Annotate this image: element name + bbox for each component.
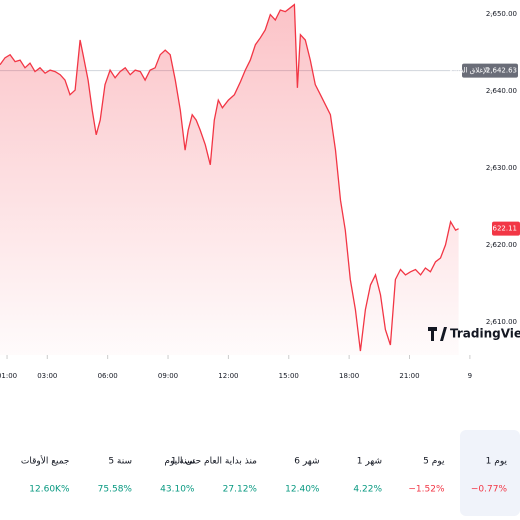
- previous-close-box: [462, 63, 518, 78]
- y-tick-label: 2,620.00: [486, 241, 517, 249]
- logo-mark: [428, 327, 447, 341]
- period-label: منذ بداية العام حتى اليوم: [164, 457, 257, 467]
- current-price-box: [492, 221, 520, 236]
- period-change: 27.12%: [223, 485, 258, 495]
- current-price-label: 2,622.11: [486, 225, 517, 233]
- period-change: −0.77%: [471, 485, 508, 495]
- period-button[interactable]: [84, 432, 144, 514]
- x-tick-label: 18:00: [339, 372, 359, 380]
- previous-close-value: 2,642.63: [486, 67, 517, 75]
- period-button[interactable]: [459, 432, 519, 514]
- period-label: 1 شهر: [357, 457, 382, 467]
- period-change: 4.22%: [353, 485, 382, 495]
- period-change: 43.10%: [160, 485, 195, 495]
- x-tick-label: 01:00: [0, 372, 17, 380]
- price-line: [0, 3, 459, 352]
- period-button[interactable]: [209, 432, 269, 514]
- previous-close-label: الإغلاق السابق: [447, 67, 489, 75]
- period-change: 12.40%: [285, 485, 320, 495]
- period-selected: [460, 430, 520, 516]
- x-tick-label: 03:00: [37, 372, 57, 380]
- period-change: −1.52%: [408, 485, 445, 495]
- y-tick-label: 2,610.00: [486, 318, 517, 326]
- y-tick-label: 2,640.00: [486, 87, 517, 95]
- area: [0, 4, 459, 355]
- x-tick-label: 09:00: [158, 372, 178, 380]
- period-button[interactable]: [334, 432, 394, 514]
- period-button[interactable]: [22, 432, 82, 514]
- period-label: جميع الأوقات: [21, 455, 70, 467]
- x-tick-label: 9: [468, 372, 472, 380]
- period-label: 5 سنة: [108, 457, 132, 467]
- x-tick-label: 15:00: [279, 372, 299, 380]
- period-label: 1 سنة: [171, 457, 195, 467]
- x-tick-label: 06:00: [98, 372, 118, 380]
- x-tick-label: 12:00: [218, 372, 238, 380]
- logo: TradingView: [428, 327, 520, 341]
- period-label: 5 يوم: [423, 457, 445, 467]
- y-tick-label: 2,630.00: [486, 164, 517, 172]
- y-tick-label: 2,650.00: [486, 10, 517, 18]
- period-label: 6 شهر: [294, 457, 319, 467]
- period-button[interactable]: [272, 432, 332, 514]
- period-change: 75.58%: [98, 485, 133, 495]
- period-button[interactable]: [397, 432, 457, 514]
- period-button[interactable]: [147, 432, 207, 514]
- x-tick-label: 21:00: [399, 372, 419, 380]
- period-label: 1 يوم: [486, 457, 508, 467]
- logo-text: TradingView: [450, 327, 520, 341]
- period-change: 12.60K%: [29, 485, 70, 495]
